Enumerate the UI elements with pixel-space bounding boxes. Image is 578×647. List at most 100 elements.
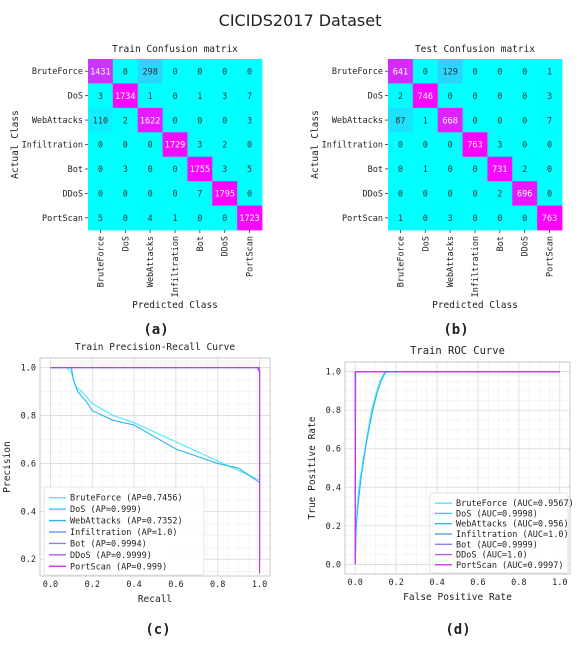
cm0-xtick-label: BruteForce (96, 236, 106, 287)
cm1-cell (512, 156, 538, 182)
cm1-cell (512, 205, 538, 231)
cm1-cell-value: 3 (547, 92, 552, 102)
cm0-cell (237, 156, 263, 182)
cm1-xtick-label: PortScan (546, 236, 556, 277)
lc3-legend-entry: Bot (AUC=0.9999) (456, 540, 538, 550)
cm1-cell-value: 0 (497, 214, 502, 224)
lc3-legend-entry: DoS (AUC=0.9998) (456, 509, 538, 519)
cm0-cell-value: 0 (123, 190, 128, 200)
cm0-cell-value: 7 (247, 92, 252, 102)
cm1-cell-value: 0 (398, 190, 403, 200)
lc2-ytick-label: 0.4 (21, 507, 36, 517)
cm0-cell-value: 7 (197, 190, 202, 200)
cm0-cell (187, 205, 213, 231)
cm0-xlabel: Predicted Class (132, 300, 218, 311)
lc2-frame (39, 357, 271, 577)
cm0-cell-value: 1 (197, 92, 202, 102)
lc3-ytick-label: 1.0 (326, 368, 341, 378)
lc3-legend-entry: PortScan (AUC=0.9997) (456, 561, 563, 571)
cm1-cell-value: 0 (398, 141, 403, 151)
cm0-xtick-label: WebAttacks (146, 236, 156, 287)
cm0-cell (137, 83, 163, 109)
cm1-cell-value: 0 (448, 165, 453, 175)
cm0-cell (187, 107, 213, 133)
cm0-cell (112, 156, 139, 182)
cm0-cell-value: 0 (197, 214, 202, 224)
cm1-cell (412, 59, 439, 84)
cm0-ytick-label: PortScan (42, 214, 83, 224)
cm0-cell-value: 1 (172, 214, 177, 224)
cm0-cell (212, 132, 238, 158)
cm1-cell (537, 107, 563, 133)
cm1-cell (512, 83, 538, 109)
cm0-cell-value: 0 (172, 190, 177, 200)
lc3-xlabel: False Positive Rate (403, 592, 512, 603)
cm0-cell-value: 1729 (165, 141, 185, 151)
cm1-ytick-label: DDoS (363, 189, 383, 199)
cm0-cell (212, 107, 238, 133)
cm0-cell-value: 1622 (140, 116, 160, 126)
lc3-legend-entry: Infiltration (AUC=1.0) (456, 530, 569, 540)
panel-train-precision-recall-curve: Train Precision-Recall Curve 0.0 0.2 0.4 0.6… (2, 342, 271, 605)
cm1-cell-value: 0 (547, 165, 552, 175)
cm0-cell-value: 0 (98, 165, 103, 175)
cm1-cell-value: 1 (423, 116, 428, 126)
cm1-cell-value: 3 (497, 141, 502, 151)
cm1-ytick-label: Infiltration (322, 141, 383, 151)
cm1-cell-value: 2 (398, 92, 403, 102)
cm0-cell-value: 0 (247, 141, 252, 151)
cm1-cell-value: 0 (497, 92, 502, 102)
lc3-ytick-label: 0.2 (326, 522, 341, 532)
cm0-cell-value: 5 (247, 165, 252, 175)
lc3-legend: BruteForce (AUC=0.9567)DoS (AUC=0.9998)W… (429, 492, 574, 574)
cm1-ytick-label: WebAttacks (332, 116, 383, 126)
cm0-cell-value: 0 (247, 67, 252, 77)
cm1-xlabel: Predicted Class (432, 300, 518, 311)
cm0-cell (212, 83, 238, 109)
lc2-legend: BruteForce (AP=0.7456)DoS (AP=0.999) WebA… (43, 486, 205, 576)
cm1-cell (487, 205, 513, 231)
cm0-cell (112, 181, 139, 206)
cm1-cell (512, 132, 538, 158)
cm1-cell-value: 1 (547, 67, 552, 77)
cm0-cell-value: 0 (247, 190, 252, 200)
lc3-xtick-label: 0.2 (388, 578, 403, 588)
cm1-cell (537, 156, 563, 182)
cm0-cell (187, 83, 213, 109)
cm0-cell-value: 0 (148, 190, 153, 200)
cm0-cell (237, 205, 263, 231)
cm0-cell-value: 110 (93, 116, 108, 126)
cm0-cell-value: 3 (123, 165, 128, 175)
cm1-xtick-label: DoS (421, 236, 431, 251)
cm0-ytick-label: DDoS (63, 189, 83, 199)
lc3-legend-entry: DDoS (AUC=1.0) (456, 551, 528, 561)
cm1-cell-value: 731 (492, 165, 507, 175)
cm0-cell-value: 0 (222, 67, 227, 77)
cm1-cell (487, 156, 513, 182)
cm1-cell (512, 181, 538, 206)
cm0-cell-value: 0 (123, 141, 128, 151)
cm0-xtick-label: Bot (196, 236, 206, 251)
cm0-cell (212, 156, 238, 182)
cm0-ytick-label: WebAttacks (32, 116, 83, 126)
cm1-cell (462, 181, 488, 206)
cm1-xtick-label: WebAttacks (446, 236, 456, 287)
cm1-cell-value: 0 (547, 190, 552, 200)
cm1-cell (462, 205, 488, 231)
cm1-cell (437, 181, 463, 206)
cm1-xtick-label: Bot (496, 236, 506, 251)
cm1-cell-value: 0 (423, 67, 428, 77)
cm0-cell-value: 0 (172, 165, 177, 175)
cm1-cell (388, 132, 414, 158)
cm0-cell-value: 0 (123, 214, 128, 224)
cm0-xtick-label: PortScan (246, 236, 256, 277)
lc2-ytick-label: 1.0 (21, 364, 36, 374)
cm0-cell (88, 107, 114, 133)
cm1-title: Test Confusion matrix (415, 44, 535, 55)
panel-label-a: (a) (143, 322, 168, 338)
cm0-cell-value: 3 (247, 116, 252, 126)
cm0-cell-value: 1 (148, 92, 153, 102)
cm0-cell (137, 59, 163, 84)
cm0-cell-value: 0 (172, 67, 177, 77)
cm1-cell-value: 1 (398, 214, 403, 224)
